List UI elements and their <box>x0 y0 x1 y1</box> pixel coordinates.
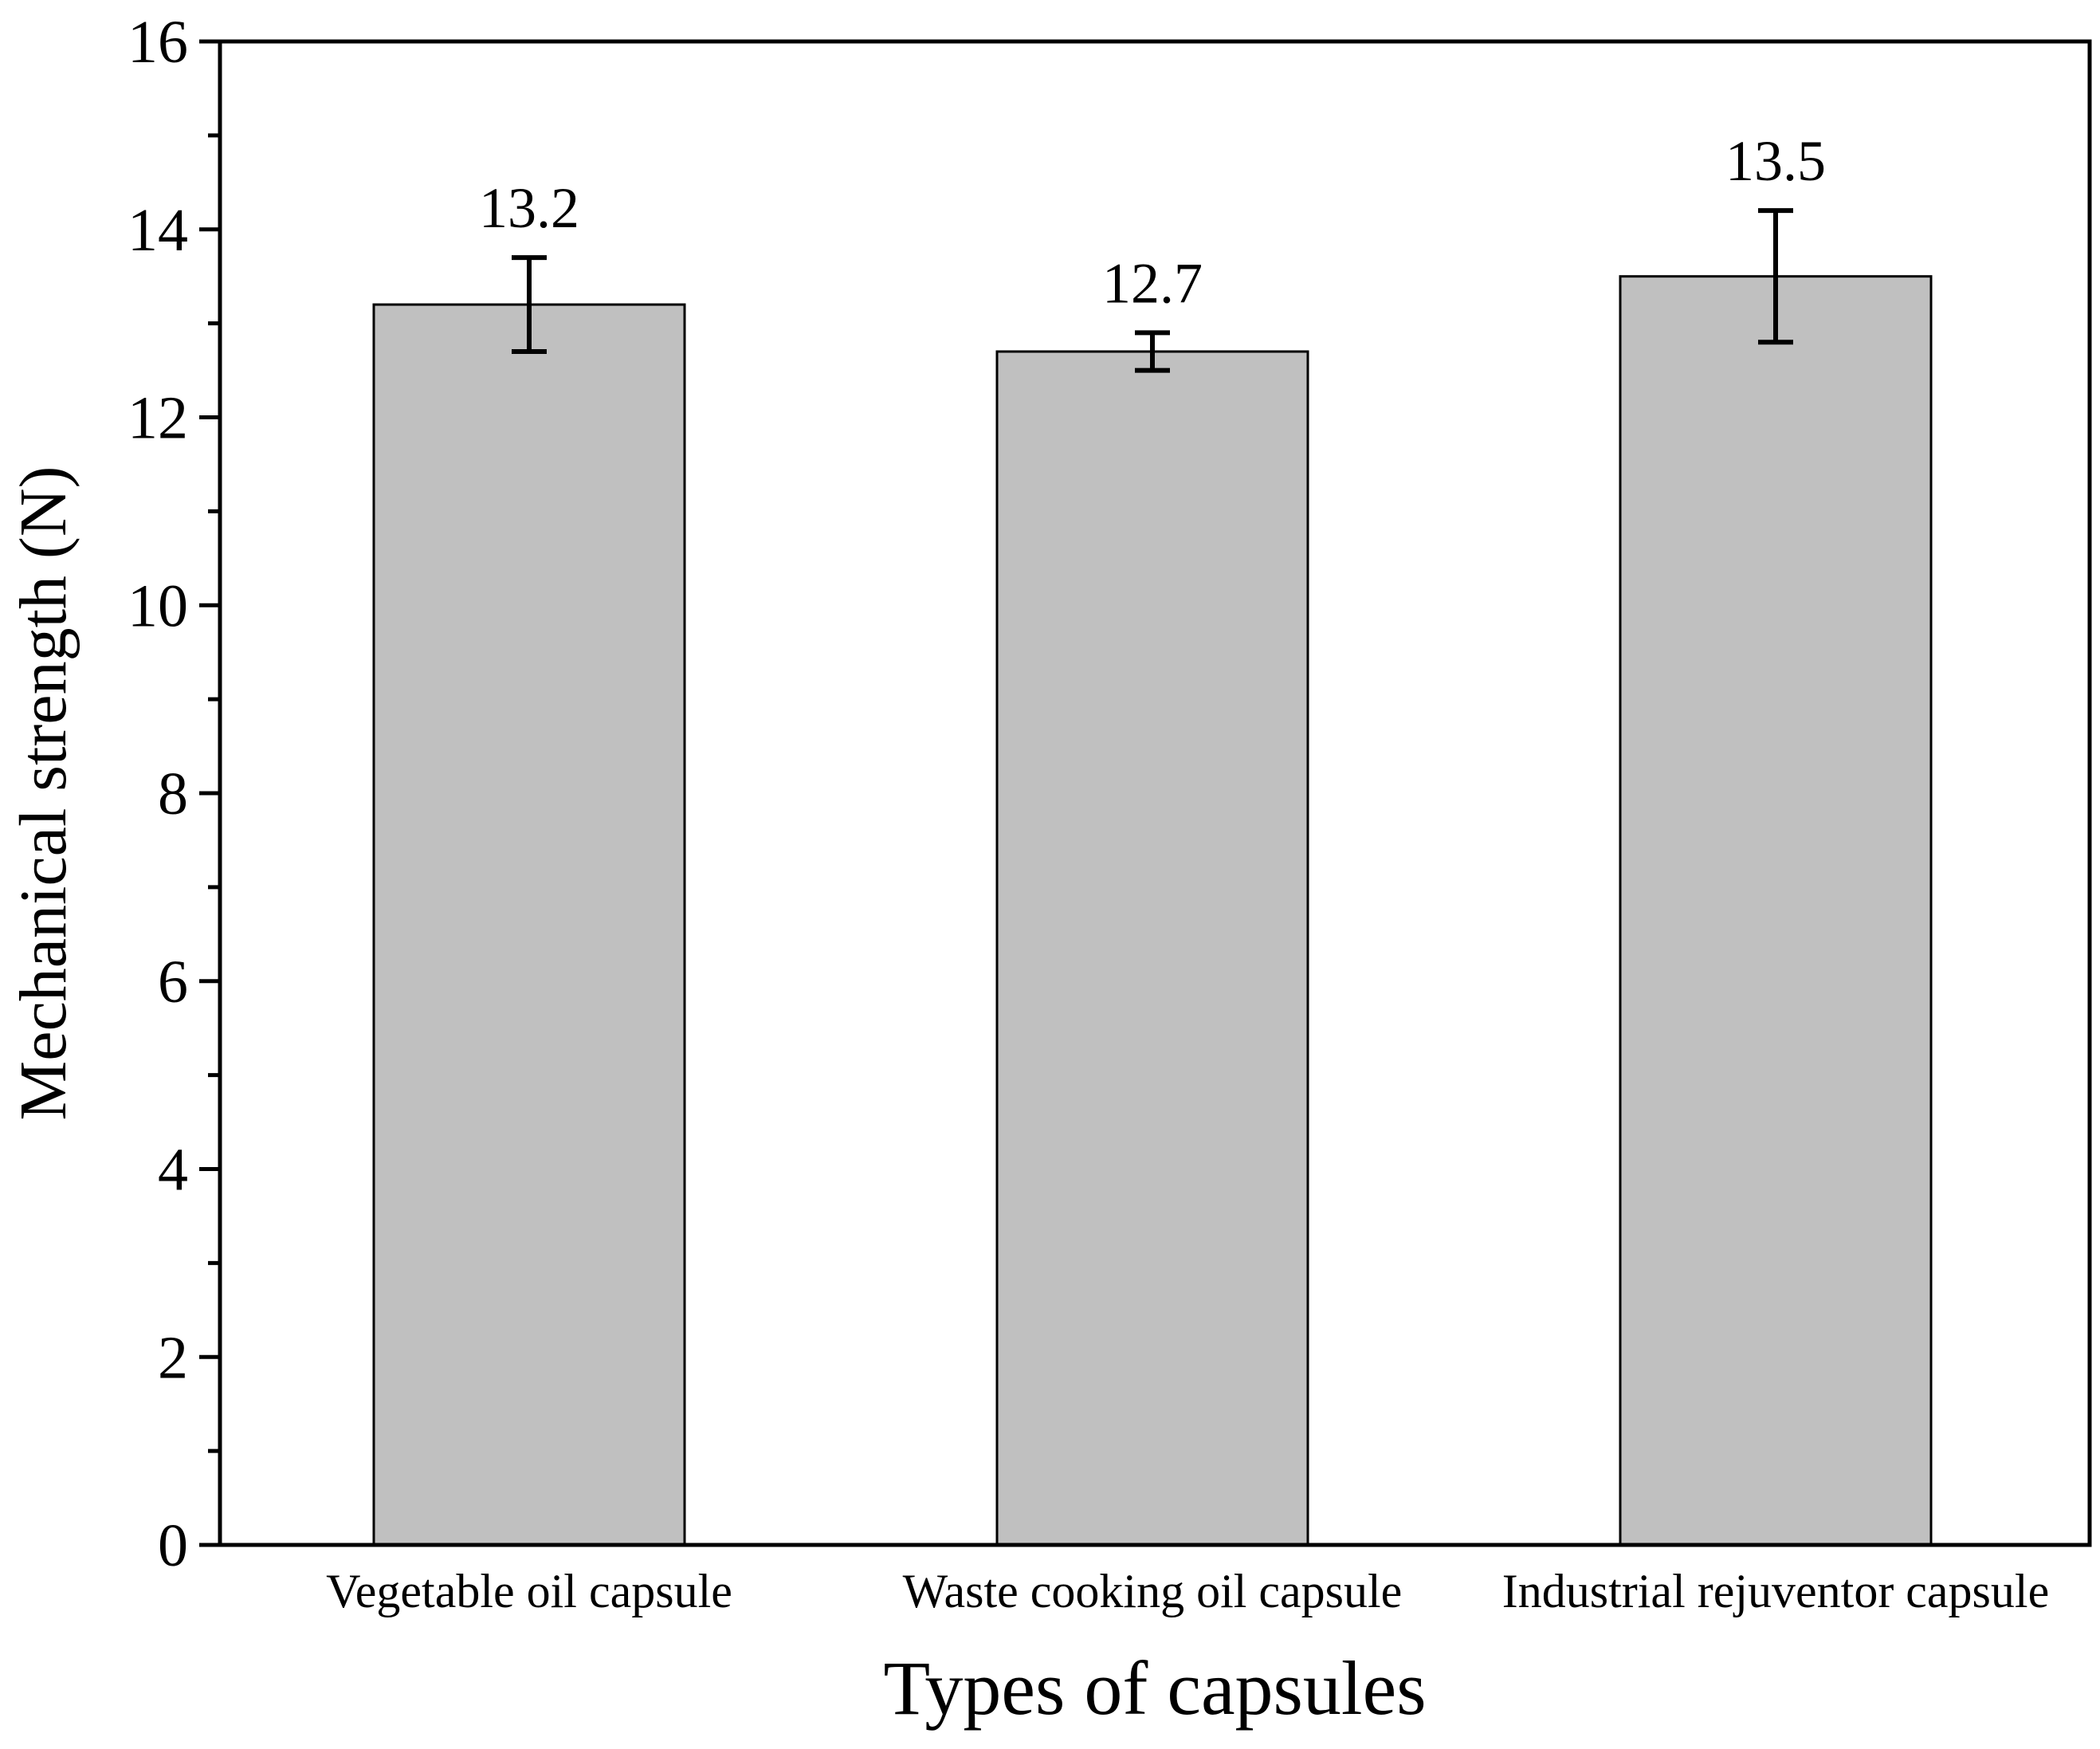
y-tick-label: 8 <box>158 761 188 827</box>
bar-value-label: 13.5 <box>1725 129 1826 193</box>
y-tick-label: 2 <box>158 1324 188 1391</box>
x-category-label: Vegetable oil capsule <box>326 1565 732 1617</box>
x-category-label: Industrial rejuventor capsule <box>1502 1565 2049 1617</box>
bar <box>372 303 686 1547</box>
value-labels-layer: 13.2 12.7 13.5 <box>479 129 1826 315</box>
y-tick-label: 14 <box>128 197 188 264</box>
bar <box>995 350 1309 1547</box>
x-axis-title: Types of capsules <box>883 1645 1426 1731</box>
y-tick-label: 10 <box>128 572 188 639</box>
y-tick-label: 4 <box>158 1137 188 1204</box>
y-tick-label: 0 <box>158 1512 188 1579</box>
x-category-label: Waste cooking oil capsule <box>903 1565 1403 1617</box>
bar-value-label: 12.7 <box>1102 251 1203 315</box>
bar <box>1619 275 1933 1547</box>
x-axis-category-labels: Vegetable oil capsule Waste cooking oil c… <box>326 1565 2049 1617</box>
y-tick-label: 6 <box>158 949 188 1016</box>
error-bars-layer <box>512 208 1793 373</box>
y-axis-ticks: 0 2 4 6 8 10 12 14 16 <box>128 9 220 1579</box>
bar-value-label: 13.2 <box>479 176 579 240</box>
plot-frame <box>218 39 2092 1547</box>
bars-layer <box>372 275 1933 1547</box>
y-tick-label: 16 <box>128 9 188 76</box>
y-tick-label: 12 <box>128 385 188 452</box>
y-axis-title: Mechanical strength (N) <box>6 466 80 1120</box>
